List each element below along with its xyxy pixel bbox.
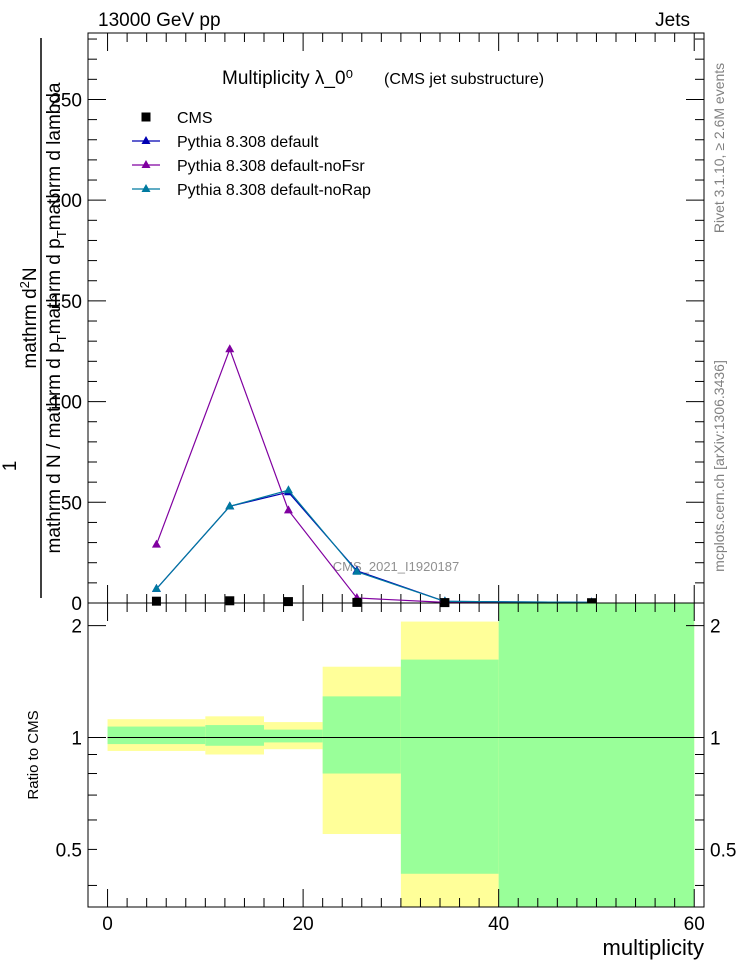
ratio-band-inner xyxy=(264,729,323,743)
ratio-xtick-label: 20 xyxy=(293,914,314,935)
main-ytick-label: 0 xyxy=(71,594,82,615)
data-point xyxy=(151,583,161,592)
data-point xyxy=(283,505,293,514)
main-ytick-label: 100 xyxy=(50,393,82,414)
side-text-site: mcplots.cern.ch [arXiv:1306.3436] xyxy=(711,360,727,572)
ratio-axis-ticks: 0.5 0.51 12 20 20 40 60 xyxy=(56,603,736,935)
legend-label: Pythia 8.308 default-noRap xyxy=(177,182,371,199)
legend-marker xyxy=(141,112,151,122)
y-label-num-main: mathrm d xyxy=(20,288,41,368)
legend-entry-noRap: Pythia 8.308 default-noRap xyxy=(132,182,371,199)
plot-title-main: Multiplicity λ_0⁰ xyxy=(222,68,353,89)
data-point xyxy=(151,539,161,548)
side-text-site-group: mcplots.cern.ch [arXiv:1306.3436] xyxy=(711,360,727,572)
main-axis-ticks: 0 50 100 150 200 250 xyxy=(50,33,704,615)
y-label-den-sub2: T xyxy=(54,230,69,238)
ratio-xtick-label: 0 xyxy=(102,914,113,935)
ratio-band-inner xyxy=(107,726,206,745)
side-text-rivet: Rivet 3.1.10, ≥ 2.6M events xyxy=(711,63,727,233)
legend-marker xyxy=(141,136,151,144)
y-label-den-end: mathrm d lambda xyxy=(44,82,65,230)
ratio-band-inner xyxy=(205,725,264,746)
main-ytick-label: 50 xyxy=(61,493,82,514)
ratio-ytick-label-right: 0.5 xyxy=(710,840,736,861)
header-left: 13000 GeV pp xyxy=(98,10,221,31)
legend-entry-cms: CMS xyxy=(141,110,213,127)
data-point xyxy=(352,597,362,607)
legend-label: Pythia 8.308 default xyxy=(177,134,319,151)
main-y-axis-label: mathrm d2N mathrm d N / mathrm d pTmathr… xyxy=(17,38,69,598)
plot-title-sub: (CMS jet substructure) xyxy=(384,71,544,88)
legend-marker xyxy=(141,160,151,168)
y-label-denominator: mathrm d N / mathrm d pTmathrm d pTmathr… xyxy=(44,82,69,553)
legend-entry-default: Pythia 8.308 default xyxy=(132,134,319,151)
ratio-band-inner xyxy=(322,696,401,774)
ratio-bands-layer xyxy=(107,603,704,907)
legend-marker xyxy=(141,184,151,192)
data-point xyxy=(283,485,293,494)
legend-entry-noFsr: Pythia 8.308 default-noFsr xyxy=(132,158,365,175)
y-label-den-main: mathrm d N / mathrm d p xyxy=(44,342,65,553)
side-text-rivet-group: Rivet 3.1.10, ≥ 2.6M events xyxy=(711,63,727,233)
header-right: Jets xyxy=(655,10,690,31)
series-default xyxy=(151,487,597,606)
x-axis-label: multiplicity xyxy=(603,935,704,960)
y-label-den-sub: T xyxy=(54,334,69,342)
main-ytick-label: 150 xyxy=(50,292,82,313)
data-point xyxy=(225,344,235,353)
data-point xyxy=(352,566,362,575)
y-label-den-tail: mathrm d p xyxy=(44,238,65,334)
y-label-one-text: 1 xyxy=(0,461,21,472)
ratio-ytick-label-right: 1 xyxy=(710,728,721,749)
data-point xyxy=(225,596,235,606)
ratio-y-axis-label-group: Ratio to CMS xyxy=(25,710,42,799)
main-ytick-label: 250 xyxy=(50,90,82,111)
y-label-num-tail: N xyxy=(20,267,41,281)
ratio-xtick-label: 40 xyxy=(488,914,509,935)
ratio-xtick-label: 60 xyxy=(684,914,705,935)
legend-label: Pythia 8.308 default-noFsr xyxy=(177,158,365,175)
y-label-one: 1 xyxy=(0,461,21,472)
ratio-y-axis-label: Ratio to CMS xyxy=(25,710,42,799)
legend-label: CMS xyxy=(177,110,213,127)
series-line-noFsr xyxy=(155,347,592,604)
plot-title: Multiplicity λ_0⁰ (CMS jet substructure) xyxy=(222,68,544,89)
series-noRap xyxy=(151,485,597,606)
ratio-ytick-label-left: 0.5 xyxy=(56,840,82,861)
ratio-ytick-label-left: 1 xyxy=(71,728,82,749)
ratio-band-inner xyxy=(400,659,499,874)
series-line-noRap xyxy=(155,489,592,603)
ratio-band-inner xyxy=(498,603,695,907)
data-point xyxy=(283,597,293,607)
ratio-ytick-label-right: 2 xyxy=(710,617,721,638)
y-label-numerator: mathrm d2N xyxy=(17,267,41,368)
data-point xyxy=(151,596,161,606)
data-point xyxy=(225,501,235,510)
watermark: CMS_2021_I1920187 xyxy=(333,559,460,574)
main-ytick-label: 200 xyxy=(50,191,82,212)
ratio-ytick-label-left: 2 xyxy=(71,617,82,638)
series-line-default xyxy=(155,491,592,603)
legend: CMS Pythia 8.308 default Pythia 8.308 defa… xyxy=(132,110,371,199)
y-label-num-sup: 2 xyxy=(17,281,32,288)
